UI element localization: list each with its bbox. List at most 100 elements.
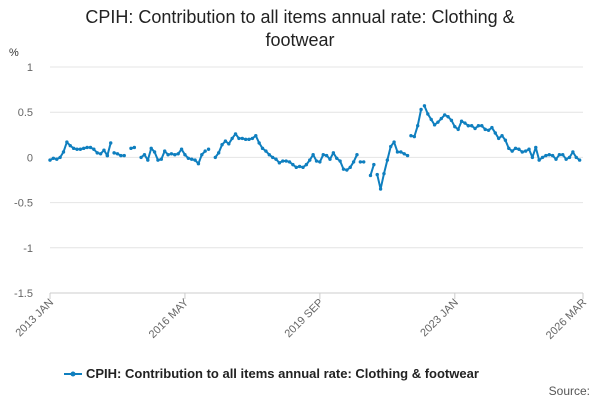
data-point[interactable]	[277, 161, 282, 165]
data-point[interactable]	[159, 157, 164, 161]
data-point[interactable]	[372, 162, 376, 167]
data-point[interactable]	[203, 149, 207, 153]
data-point[interactable]	[142, 152, 147, 157]
data-point[interactable]	[129, 146, 133, 151]
data-point[interactable]	[68, 143, 72, 148]
data-point[interactable]	[530, 155, 535, 160]
data-point[interactable]	[78, 147, 83, 151]
data-point[interactable]	[301, 165, 305, 170]
data-point[interactable]	[574, 155, 578, 160]
data-point[interactable]	[402, 152, 406, 156]
data-point[interactable]	[517, 147, 521, 151]
data-point[interactable]	[139, 155, 143, 160]
data-point[interactable]	[331, 151, 336, 155]
data-point[interactable]	[270, 155, 275, 160]
data-point[interactable]	[328, 157, 332, 161]
data-point[interactable]	[324, 153, 329, 158]
data-point[interactable]	[95, 151, 99, 155]
data-point[interactable]	[314, 159, 319, 163]
data-point[interactable]	[237, 136, 241, 141]
data-point[interactable]	[426, 112, 430, 116]
data-point[interactable]	[65, 140, 69, 144]
data-point[interactable]	[459, 119, 464, 123]
data-point[interactable]	[287, 160, 292, 164]
data-point[interactable]	[490, 125, 494, 130]
data-point[interactable]	[260, 146, 265, 151]
data-point[interactable]	[378, 187, 383, 191]
data-point[interactable]	[304, 162, 309, 167]
data-point[interactable]	[48, 158, 52, 162]
data-point[interactable]	[550, 153, 555, 158]
data-point[interactable]	[132, 145, 137, 150]
data-point[interactable]	[355, 152, 359, 157]
data-point[interactable]	[416, 124, 420, 128]
data-point[interactable]	[61, 150, 66, 154]
data-point[interactable]	[216, 151, 221, 155]
data-point[interactable]	[395, 150, 400, 154]
data-point[interactable]	[422, 104, 427, 108]
data-point[interactable]	[362, 160, 366, 164]
data-point[interactable]	[247, 137, 251, 142]
data-point[interactable]	[348, 165, 352, 170]
data-point[interactable]	[557, 152, 562, 157]
data-point[interactable]	[476, 124, 481, 128]
data-point[interactable]	[534, 145, 538, 150]
data-point[interactable]	[496, 136, 501, 141]
data-point[interactable]	[537, 158, 541, 162]
data-point[interactable]	[98, 152, 103, 156]
data-point[interactable]	[429, 117, 433, 122]
data-point[interactable]	[382, 171, 386, 176]
data-point[interactable]	[152, 150, 157, 154]
data-point[interactable]	[119, 153, 123, 158]
data-point[interactable]	[274, 157, 278, 161]
data-point[interactable]	[513, 146, 518, 151]
data-point[interactable]	[405, 153, 410, 158]
data-point[interactable]	[115, 152, 120, 156]
data-point[interactable]	[250, 136, 255, 141]
data-point[interactable]	[399, 150, 403, 154]
data-point[interactable]	[51, 156, 56, 160]
legend-label[interactable]: CPIH: Contribution to all items annual r…	[86, 366, 479, 381]
data-point[interactable]	[169, 152, 174, 156]
data-point[interactable]	[102, 148, 106, 152]
data-point[interactable]	[254, 134, 258, 138]
data-point[interactable]	[173, 152, 177, 157]
data-point[interactable]	[281, 159, 285, 163]
data-point[interactable]	[412, 134, 417, 139]
data-point[interactable]	[240, 136, 244, 141]
data-point[interactable]	[311, 152, 315, 157]
data-point[interactable]	[112, 151, 116, 155]
data-point[interactable]	[213, 155, 217, 160]
data-series[interactable]	[48, 104, 582, 191]
data-point[interactable]	[166, 152, 170, 157]
data-point[interactable]	[297, 164, 302, 169]
data-point[interactable]	[233, 132, 238, 136]
data-point[interactable]	[335, 156, 339, 160]
data-point[interactable]	[345, 168, 349, 172]
data-point[interactable]	[193, 158, 197, 162]
data-point[interactable]	[149, 146, 153, 151]
data-point[interactable]	[503, 138, 508, 142]
data-point[interactable]	[500, 134, 504, 138]
data-point[interactable]	[493, 131, 497, 135]
data-point[interactable]	[432, 123, 437, 127]
data-point[interactable]	[183, 152, 187, 157]
data-point[interactable]	[507, 146, 511, 151]
data-point[interactable]	[163, 149, 167, 153]
data-point[interactable]	[368, 173, 373, 178]
data-point[interactable]	[308, 158, 312, 162]
data-point[interactable]	[341, 167, 346, 171]
data-point[interactable]	[510, 149, 514, 153]
data-point[interactable]	[564, 157, 568, 161]
data-point[interactable]	[75, 147, 79, 151]
data-point[interactable]	[571, 150, 575, 154]
data-point[interactable]	[220, 143, 224, 147]
data-point[interactable]	[486, 128, 491, 132]
data-point[interactable]	[122, 153, 126, 158]
data-point[interactable]	[351, 160, 356, 164]
data-point[interactable]	[146, 158, 150, 162]
data-point[interactable]	[523, 149, 528, 153]
data-point[interactable]	[264, 149, 268, 153]
data-point[interactable]	[561, 152, 565, 157]
data-point[interactable]	[186, 156, 191, 160]
